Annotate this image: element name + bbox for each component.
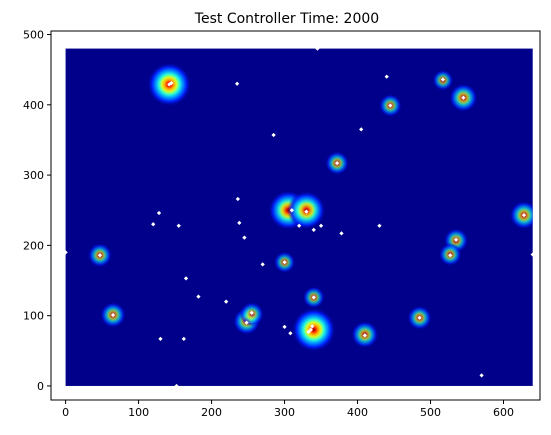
data-point [306, 329, 311, 334]
data-point [453, 237, 459, 242]
data-point [234, 81, 240, 86]
data-point [156, 210, 162, 216]
x-tick-label: 300 [274, 406, 295, 419]
data-point [224, 299, 229, 304]
data-point [174, 383, 179, 389]
data-point [311, 227, 316, 233]
data-point [260, 262, 265, 267]
data-point [282, 324, 287, 330]
data-point [311, 295, 316, 300]
chart-title: Test Controller Time: 2000 [194, 11, 379, 27]
data-point [63, 250, 68, 255]
data-point [448, 253, 453, 258]
data-point [530, 252, 535, 257]
data-point [377, 223, 382, 228]
data-point [339, 231, 344, 236]
data-point [417, 315, 422, 320]
data-point [310, 324, 315, 329]
data-point [169, 80, 174, 86]
x-tick-label: 400 [347, 406, 368, 419]
data-point [304, 209, 309, 214]
point-layer [63, 46, 535, 389]
data-point [181, 336, 186, 341]
data-point [176, 223, 181, 228]
x-tick-label: 200 [201, 406, 222, 419]
data-point [521, 213, 527, 218]
data-point [289, 208, 294, 213]
y-tick-label: 0 [37, 380, 44, 393]
data-point [362, 333, 367, 338]
x-tick-label: 100 [128, 406, 149, 419]
data-point [318, 223, 324, 228]
x-tick-label: 0 [62, 406, 69, 419]
x-tick-label: 500 [420, 406, 441, 419]
data-point [242, 235, 247, 240]
data-point [235, 196, 240, 202]
data-point [183, 276, 189, 281]
data-point [244, 320, 249, 325]
data-point [288, 331, 293, 336]
y-tick-label: 400 [23, 99, 44, 112]
data-point [297, 223, 302, 228]
y-tick-label: 100 [23, 310, 44, 323]
data-point [158, 336, 163, 341]
data-point [334, 161, 340, 166]
data-point [237, 220, 242, 226]
y-tick-label: 300 [23, 169, 44, 182]
y-tick-label: 200 [23, 239, 44, 252]
y-axis: 0 100 200 300 400 500 [23, 29, 51, 393]
x-axis: 0 100 200 300 400 500 600 [62, 400, 514, 419]
heat-hotspot [509, 200, 533, 230]
data-point [249, 310, 254, 315]
x-tick-label: 600 [493, 406, 514, 419]
data-point [479, 373, 484, 378]
heat-hotspot [291, 307, 336, 352]
data-point [282, 260, 287, 265]
plot-border [50, 30, 541, 401]
data-point [271, 132, 276, 138]
data-point [151, 222, 156, 227]
data-point [196, 294, 201, 299]
y-tick-label: 500 [23, 29, 44, 42]
data-point [308, 327, 313, 332]
